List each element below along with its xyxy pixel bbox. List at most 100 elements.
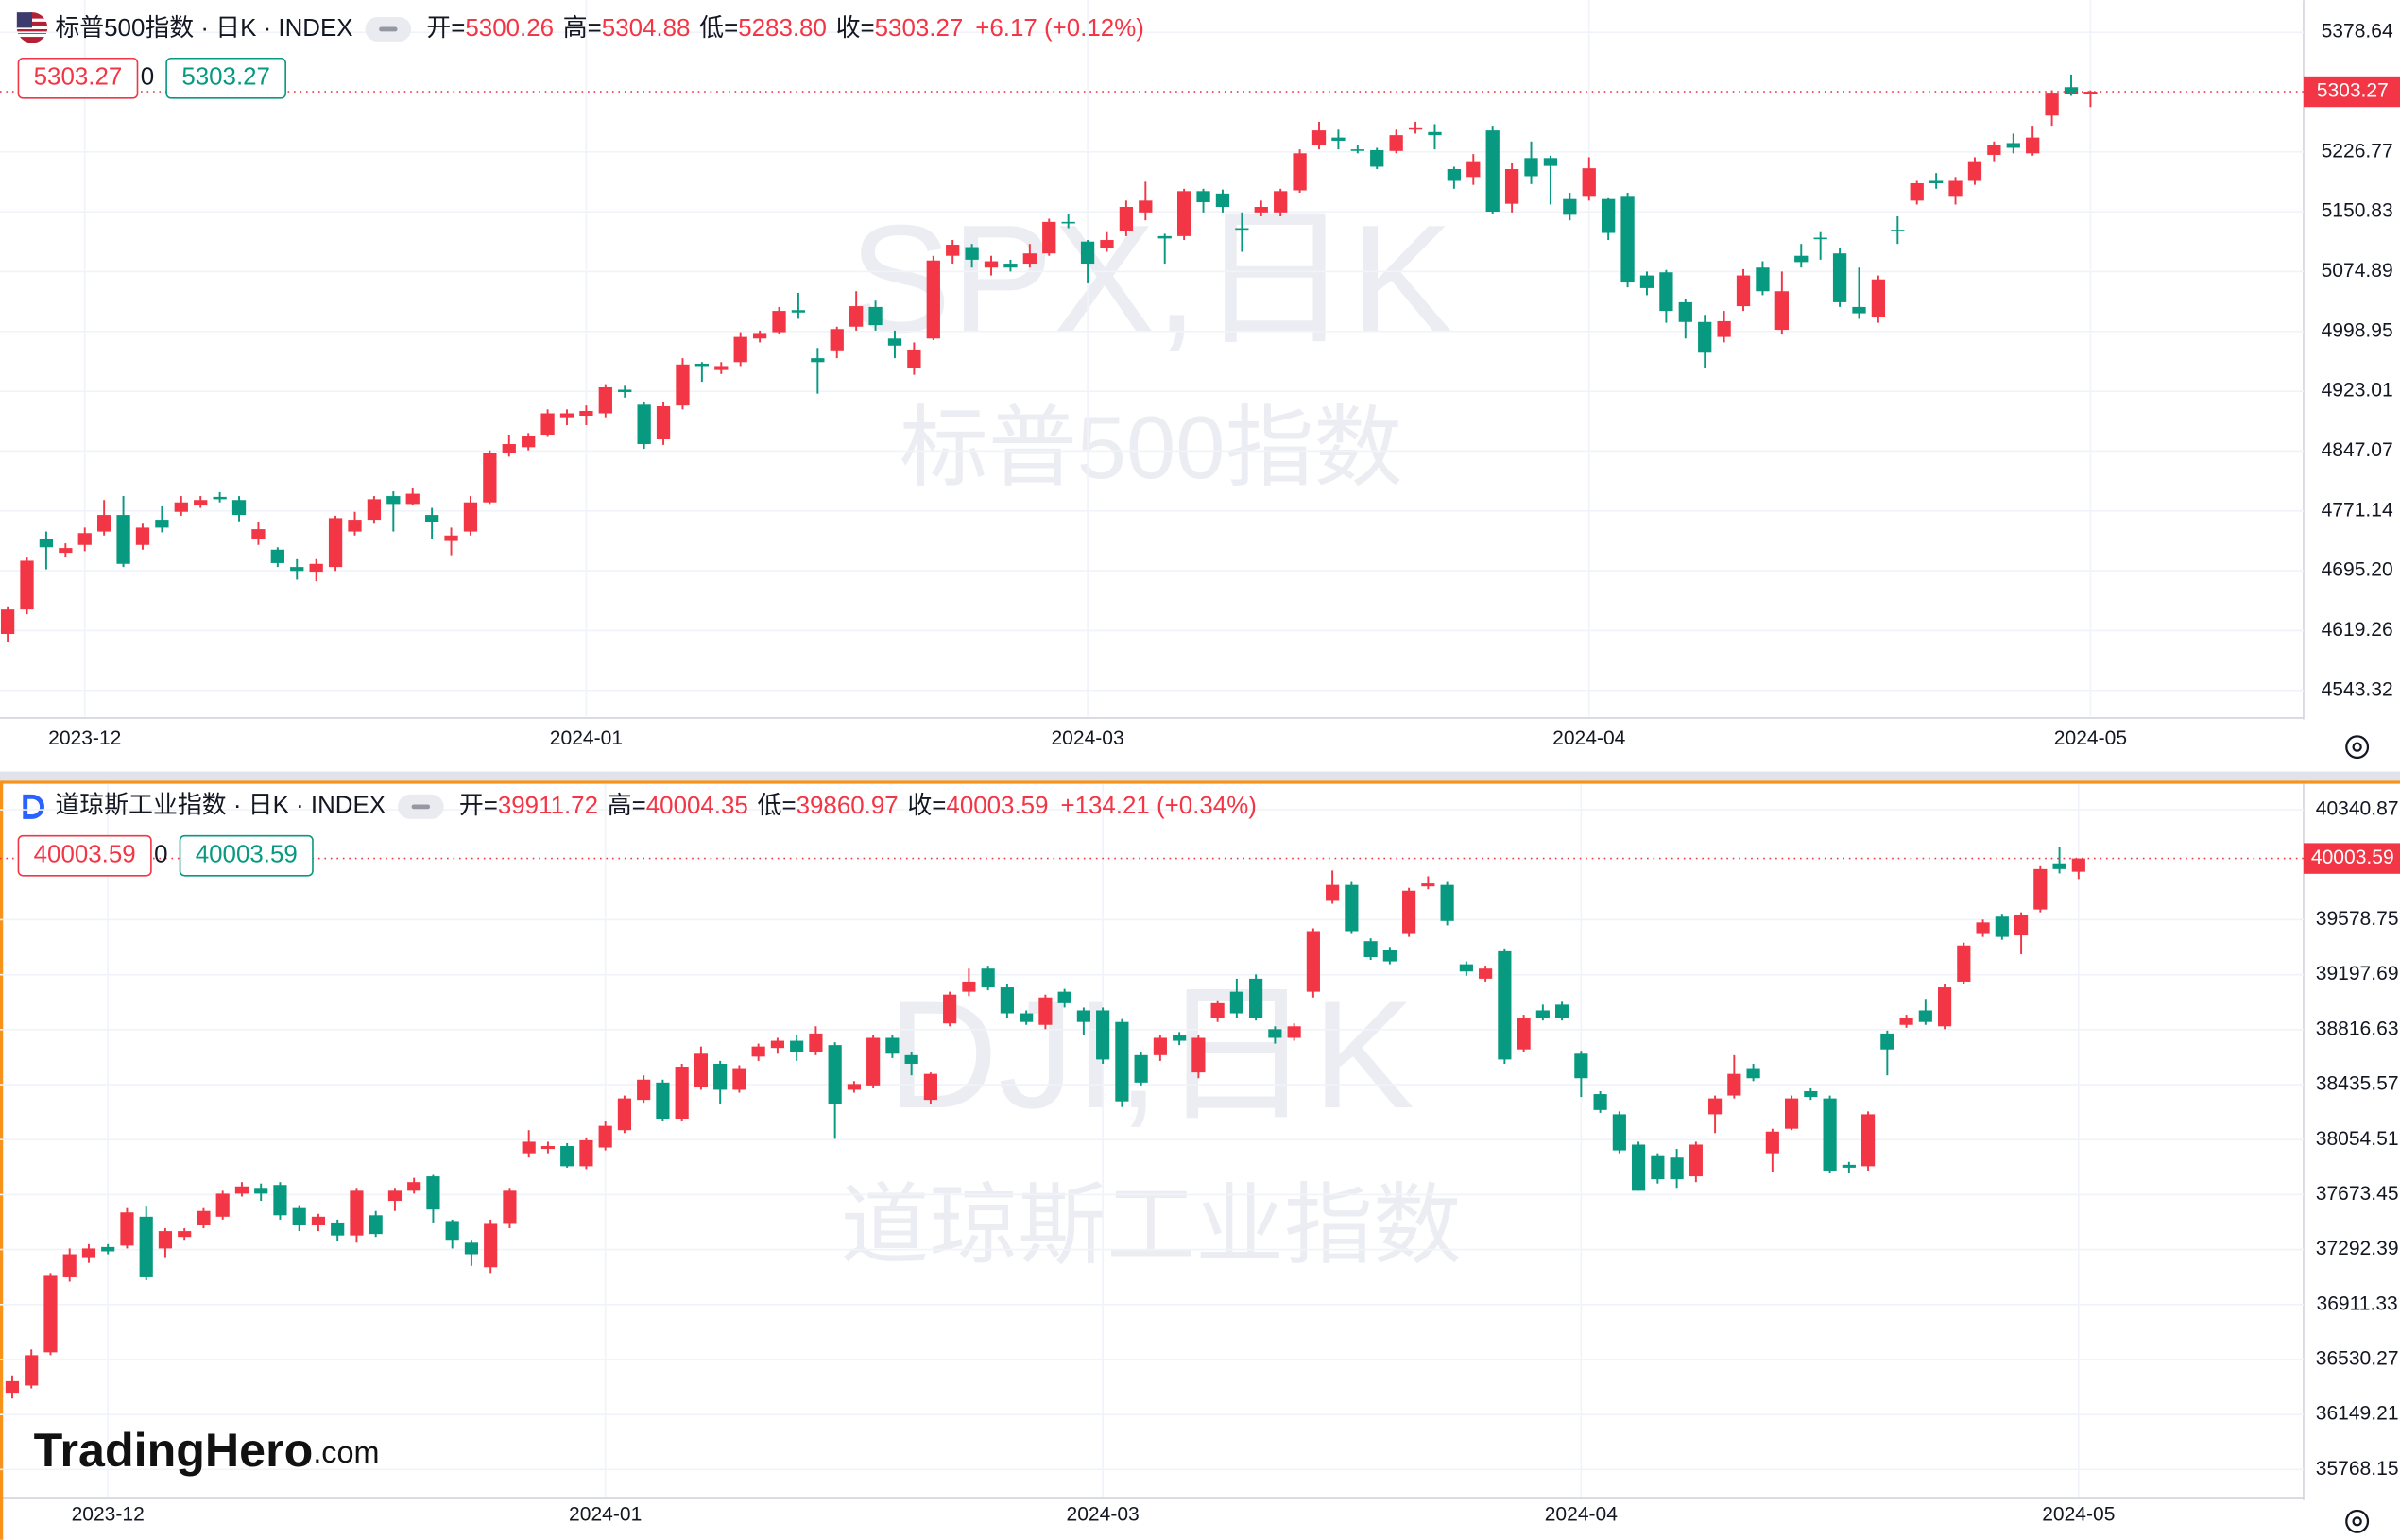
candle-body xyxy=(809,1033,823,1052)
candle-body xyxy=(1311,130,1327,145)
candle-body xyxy=(2033,868,2048,910)
candle-body xyxy=(0,609,15,634)
candle-body xyxy=(1593,1094,1607,1110)
settings-icon[interactable] xyxy=(2345,735,2370,760)
candle-body xyxy=(1632,1144,1646,1191)
candle-body xyxy=(1910,182,1924,201)
price-box xyxy=(165,57,286,99)
last-price-label: 5303.27 xyxy=(2317,80,2389,102)
candle-body xyxy=(1708,1098,1723,1115)
last-price-label: 40003.59 xyxy=(2311,847,2394,868)
y-tick-label: 5074.89 xyxy=(2322,260,2393,282)
candle-body xyxy=(231,500,247,516)
candle-body xyxy=(1215,193,1230,208)
candle-body xyxy=(1139,200,1153,213)
candle-body xyxy=(926,260,940,339)
candle-body xyxy=(1670,1157,1684,1180)
candle-body xyxy=(5,1380,20,1394)
watermark-subtitle: 标普500指数 xyxy=(900,398,1402,497)
candle-body xyxy=(962,981,976,992)
candle-body xyxy=(1987,145,2001,155)
price-box-label: 5303.27 xyxy=(181,64,270,91)
candle-body xyxy=(1254,207,1268,213)
candle-body xyxy=(522,1141,536,1154)
ohlc-legend-value: 5304.88 xyxy=(602,15,691,42)
candle-body xyxy=(847,1084,861,1090)
candle-body xyxy=(59,548,73,554)
candle-body xyxy=(1765,1131,1779,1154)
candle-body xyxy=(1350,149,1364,151)
candle-body xyxy=(965,247,979,260)
candle-body xyxy=(1268,1029,1282,1038)
candle-body xyxy=(405,493,420,505)
settings-icon[interactable] xyxy=(2345,1509,2370,1533)
x-tick-label: 2024-01 xyxy=(550,727,623,749)
ohlc-legend-label: 低= xyxy=(699,14,738,42)
candle-body xyxy=(617,1098,632,1131)
candle-body xyxy=(2071,858,2085,872)
x-tick-label: 2023-12 xyxy=(48,727,121,749)
y-tick-label: 38054.51 xyxy=(2316,1128,2399,1150)
candle-body xyxy=(1602,198,1616,233)
candle-body xyxy=(426,1176,440,1210)
candle-body xyxy=(1003,264,1018,268)
y-tick-label: 38435.57 xyxy=(2316,1073,2399,1095)
ohlc-legend-label: 低= xyxy=(758,792,797,819)
ohlc-legend-value: 5303.27 xyxy=(875,15,964,42)
y-tick-label: 4543.32 xyxy=(2322,678,2393,700)
candle-body xyxy=(1293,153,1307,191)
candle-body xyxy=(120,1212,134,1246)
candle-body xyxy=(464,1242,479,1255)
price-box xyxy=(17,57,139,99)
y-tick-label: 4923.01 xyxy=(2322,380,2393,402)
candle-body xyxy=(328,518,343,568)
candle-body xyxy=(1678,301,1692,322)
candle-body xyxy=(1447,168,1462,181)
candle-body xyxy=(694,1053,709,1087)
candle-body xyxy=(43,1275,58,1353)
candle-body xyxy=(1421,883,1435,887)
candle-body xyxy=(2014,915,2029,936)
candle-body xyxy=(714,366,729,370)
candle-body xyxy=(1326,884,1340,901)
y-tick-label: 39578.75 xyxy=(2316,908,2399,930)
us-flag-icon xyxy=(16,12,48,43)
y-tick-label: 4998.95 xyxy=(2322,319,2393,341)
candle-body xyxy=(1574,1053,1588,1079)
visibility-toggle-bar xyxy=(379,26,398,32)
visibility-toggle-bar xyxy=(411,804,431,810)
ohlc-legend-label: 开= xyxy=(426,15,465,42)
candle-body xyxy=(2064,87,2079,94)
y-tick-label: 36530.27 xyxy=(2316,1348,2399,1370)
candle-body xyxy=(1485,130,1500,213)
candle-body xyxy=(254,1188,268,1194)
candle-body xyxy=(811,358,825,363)
plot: SPX,日K 标普500指数 xyxy=(0,0,2304,717)
candle-body xyxy=(1370,149,1384,167)
watermark-subtitle: 道琼斯工业指数 xyxy=(840,1175,1462,1275)
candle-body xyxy=(1096,1010,1110,1060)
candle-body xyxy=(1937,987,1952,1027)
candle-body xyxy=(292,1207,306,1225)
panel-separator xyxy=(0,771,2400,781)
candle-body xyxy=(444,535,458,541)
y-tick-label: 5226.77 xyxy=(2322,140,2393,162)
candle-body xyxy=(2026,137,2040,154)
candle-body xyxy=(1402,890,1416,934)
y-tick-label: 36149.21 xyxy=(2316,1403,2399,1425)
candle-body xyxy=(1620,196,1635,283)
candle-body xyxy=(273,1185,287,1216)
candle-body xyxy=(1176,191,1191,236)
candle-body xyxy=(502,444,516,453)
candle-body xyxy=(1042,221,1056,254)
candle-body xyxy=(97,515,111,532)
ohlc-legend: 开=5300.26 高=5304.88 低=5283.80 收=5303.27 +6.1… xyxy=(426,14,1144,42)
candle-body xyxy=(770,1040,784,1049)
candle-body xyxy=(387,1190,403,1202)
candle-body xyxy=(386,496,401,505)
y-tick-label: 37673.45 xyxy=(2316,1183,2399,1205)
ohlc-legend-label: 收= xyxy=(907,792,946,819)
symbol-title: 道琼斯工业指数 · 日K · INDEX xyxy=(55,792,386,819)
ohlc-legend: 开=39911.72 高=40004.35 低=39860.97 收=40003.59… xyxy=(459,792,1257,819)
